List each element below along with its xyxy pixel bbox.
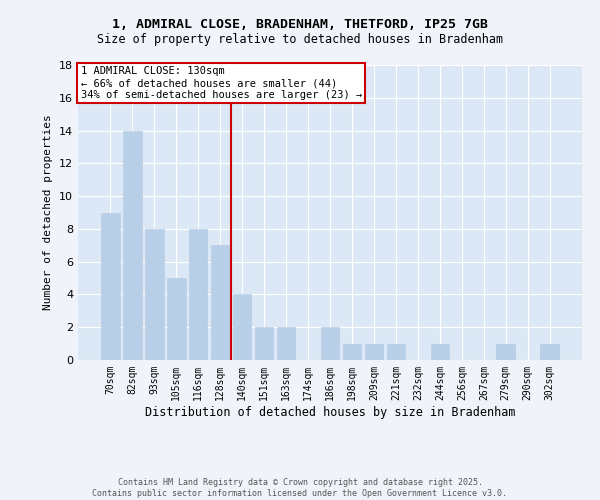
Bar bbox=[255, 327, 274, 360]
Bar bbox=[123, 130, 142, 360]
Bar bbox=[365, 344, 383, 360]
Bar bbox=[386, 344, 405, 360]
Bar bbox=[233, 294, 251, 360]
Bar bbox=[145, 229, 164, 360]
Bar bbox=[277, 327, 295, 360]
Bar bbox=[189, 229, 208, 360]
Text: 1, ADMIRAL CLOSE, BRADENHAM, THETFORD, IP25 7GB: 1, ADMIRAL CLOSE, BRADENHAM, THETFORD, I… bbox=[112, 18, 488, 30]
Text: 1 ADMIRAL CLOSE: 130sqm
← 66% of detached houses are smaller (44)
34% of semi-de: 1 ADMIRAL CLOSE: 130sqm ← 66% of detache… bbox=[80, 66, 362, 100]
Bar bbox=[496, 344, 515, 360]
Bar bbox=[320, 327, 340, 360]
Bar bbox=[101, 212, 119, 360]
Bar bbox=[431, 344, 449, 360]
Bar bbox=[343, 344, 361, 360]
Y-axis label: Number of detached properties: Number of detached properties bbox=[43, 114, 53, 310]
X-axis label: Distribution of detached houses by size in Bradenham: Distribution of detached houses by size … bbox=[145, 406, 515, 418]
Text: Size of property relative to detached houses in Bradenham: Size of property relative to detached ho… bbox=[97, 32, 503, 46]
Text: Contains HM Land Registry data © Crown copyright and database right 2025.
Contai: Contains HM Land Registry data © Crown c… bbox=[92, 478, 508, 498]
Bar bbox=[541, 344, 559, 360]
Bar bbox=[211, 246, 229, 360]
Bar bbox=[167, 278, 185, 360]
